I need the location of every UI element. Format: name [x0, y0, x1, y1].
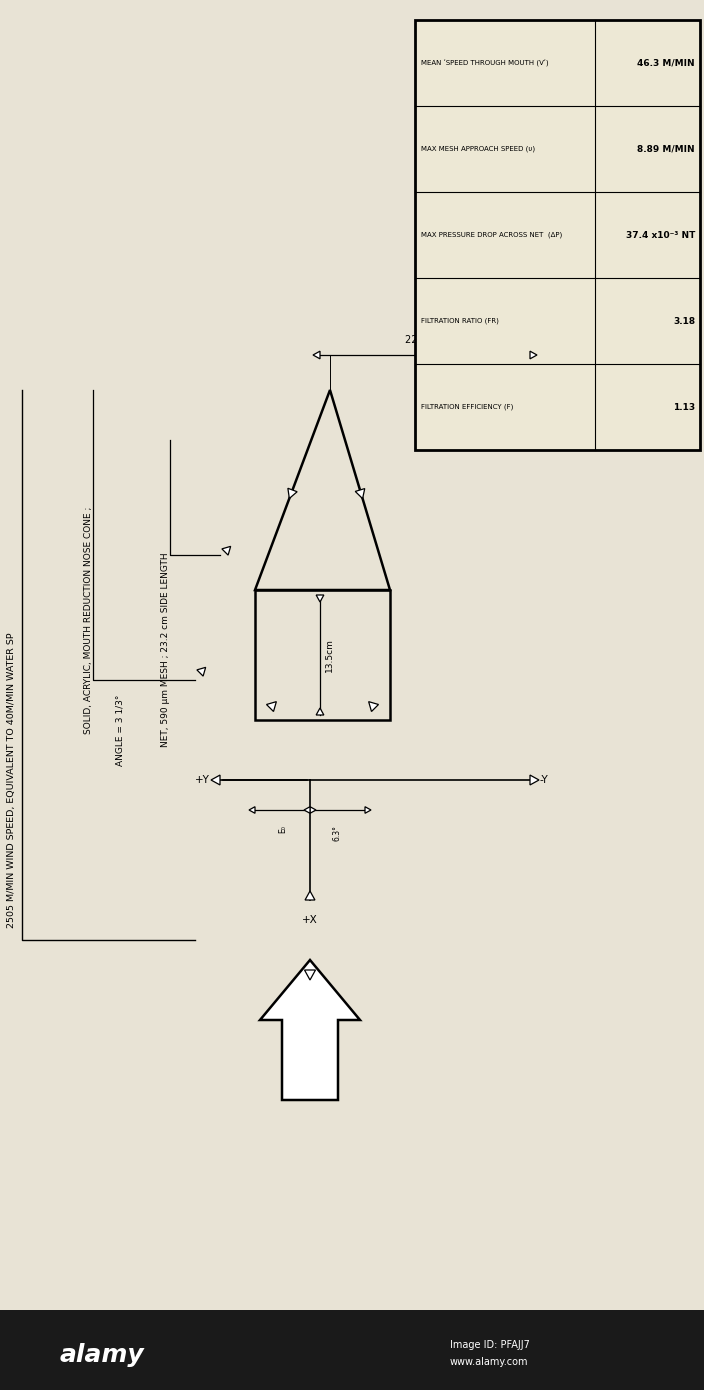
Text: E₀: E₀ [278, 826, 287, 833]
Text: 2505 M/MIN WIND SPEED, EQUIVALENT TO 40M/MIN WATER SP: 2505 M/MIN WIND SPEED, EQUIVALENT TO 40M… [8, 632, 16, 927]
Text: Image ID: PFAJJ7: Image ID: PFAJJ7 [450, 1340, 530, 1350]
Polygon shape [530, 352, 537, 359]
Text: 8.89 M/MIN: 8.89 M/MIN [637, 145, 695, 153]
Polygon shape [305, 970, 315, 980]
Text: 13.5cm: 13.5cm [325, 638, 334, 671]
Polygon shape [356, 488, 365, 499]
Text: NET, 590 μm MESH ; 23.2 cm SIDE LENGTH: NET, 590 μm MESH ; 23.2 cm SIDE LENGTH [161, 553, 170, 748]
Polygon shape [316, 708, 324, 714]
Text: 46.3 M/MIN: 46.3 M/MIN [637, 58, 695, 68]
Polygon shape [530, 776, 539, 785]
Text: MEAN ʼSPEED THROUGH MOUTH (Vʹ): MEAN ʼSPEED THROUGH MOUTH (Vʹ) [421, 60, 548, 67]
Bar [0, 1309, 704, 1390]
Text: FILTRATION RATIO (FR): FILTRATION RATIO (FR) [421, 318, 499, 324]
Polygon shape [249, 806, 255, 813]
Text: MAX MESH APPROACH SPEED (υ): MAX MESH APPROACH SPEED (υ) [421, 146, 535, 153]
Polygon shape [316, 595, 324, 602]
Text: +X: +X [302, 915, 318, 924]
Polygon shape [267, 702, 277, 712]
Text: FILTRATION EFFICIENCY (F): FILTRATION EFFICIENCY (F) [421, 403, 513, 410]
Polygon shape [260, 960, 360, 1099]
Text: 3.18: 3.18 [673, 317, 695, 325]
Polygon shape [305, 891, 315, 899]
Polygon shape [369, 702, 379, 712]
Polygon shape [222, 546, 231, 555]
Polygon shape [288, 488, 297, 499]
Polygon shape [211, 776, 220, 785]
Polygon shape [197, 667, 206, 676]
Polygon shape [304, 806, 310, 813]
Text: 37.4 x10⁻³ NT: 37.4 x10⁻³ NT [626, 231, 695, 239]
Text: ANGLE = 3 1/3°: ANGLE = 3 1/3° [115, 695, 125, 766]
Polygon shape [313, 352, 320, 359]
Polygon shape [365, 806, 371, 813]
Bar [415, 19, 700, 450]
Text: 22.9 cm: 22.9 cm [406, 335, 445, 345]
Text: +Y: +Y [195, 776, 210, 785]
Text: SOLID, ACRYLIC, MOUTH REDUCTION NOSE CONE ;: SOLID, ACRYLIC, MOUTH REDUCTION NOSE CON… [84, 506, 92, 734]
Text: MAX PRESSURE DROP ACROSS NET  (ΔP): MAX PRESSURE DROP ACROSS NET (ΔP) [421, 232, 562, 238]
Text: alamy: alamy [60, 1343, 144, 1366]
Text: www.alamy.com: www.alamy.com [450, 1357, 529, 1366]
Text: -Y: -Y [540, 776, 548, 785]
Polygon shape [310, 806, 316, 813]
Text: 6.3°: 6.3° [333, 826, 342, 841]
Text: 1.13: 1.13 [673, 403, 695, 411]
